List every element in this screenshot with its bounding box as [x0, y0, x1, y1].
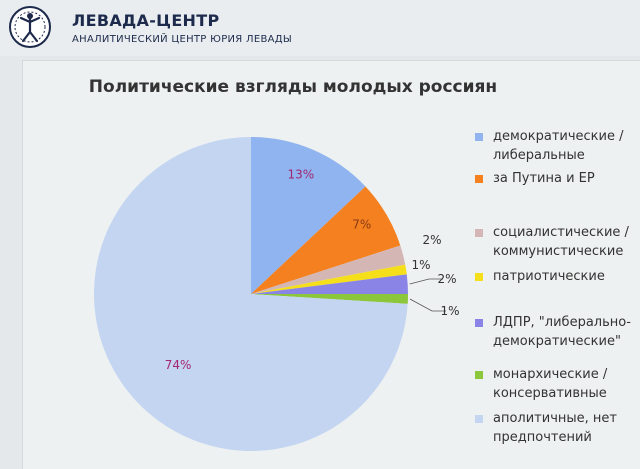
data-label-5: 1% — [440, 304, 459, 318]
pie-slice-2 — [251, 245, 406, 294]
data-label-2: 2% — [422, 233, 441, 247]
pie-slice-6 — [94, 137, 408, 451]
pie-chart: 13% 7% 2% 1% 2% 1% 74% — [94, 137, 460, 451]
legend-swatch-0 — [475, 133, 483, 141]
header: ЛЕВАДА-ЦЕНТР АНАЛИТИЧЕСКИЙ ЦЕНТР ЮРИЯ ЛЕ… — [0, 0, 640, 56]
legend-swatch-4 — [475, 319, 483, 327]
legend-swatch-5 — [475, 371, 483, 379]
pie-slice-4 — [251, 274, 408, 294]
legend-swatch-3 — [475, 273, 483, 281]
pie-slice-0 — [251, 137, 366, 294]
legend-label-0: демократические / либеральные — [493, 129, 624, 163]
legend-label-6: аполитичные, нет предпочтений — [493, 411, 617, 445]
legend-label-1: за Путина и ЕР — [493, 171, 595, 186]
chart-title: Политические взгляды молодых россиян — [88, 77, 498, 97]
chart-slide: Политические взгляды молодых россиян 13%… — [22, 60, 640, 469]
data-label-4: 2% — [437, 272, 456, 286]
leader-line-5 — [409, 298, 446, 312]
data-label-1: 7% — [352, 217, 371, 231]
data-label-0: 13% — [288, 168, 315, 182]
legend-label-2: социалистические / коммунистические — [493, 225, 629, 259]
pie-slice-1 — [251, 186, 401, 294]
pie-slice-3 — [251, 264, 407, 294]
data-label-3: 1% — [411, 258, 430, 272]
legend-label-4: ЛДПР, "либерально-демократические" — [493, 315, 631, 349]
brand-subtitle: АНАЛИТИЧЕСКИЙ ЦЕНТР ЮРИЯ ЛЕВАДЫ — [72, 34, 293, 45]
data-label-6: 74% — [165, 358, 192, 372]
legend-swatch-6 — [475, 415, 483, 423]
pie-slice-5 — [251, 294, 408, 304]
leader-line-4 — [409, 278, 443, 285]
levada-logo-icon — [9, 6, 51, 48]
legend-swatch-1 — [475, 175, 483, 183]
legend-label-5: монархические / консервативные — [493, 367, 608, 401]
brand-title: ЛЕВАДА-ЦЕНТР — [72, 11, 220, 30]
legend-label-3: патриотические — [493, 269, 605, 284]
legend-swatch-2 — [475, 229, 483, 237]
